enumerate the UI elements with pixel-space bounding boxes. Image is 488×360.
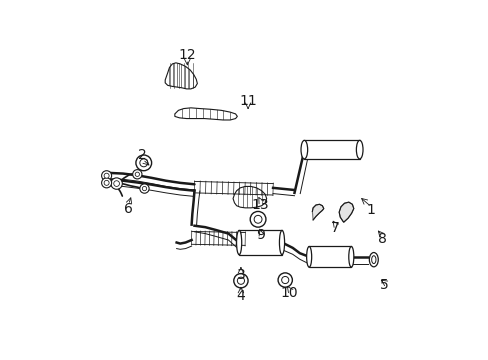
Text: 10: 10	[280, 285, 297, 300]
Circle shape	[254, 215, 262, 223]
Text: 12: 12	[178, 48, 196, 62]
Text: 11: 11	[239, 94, 256, 108]
Ellipse shape	[348, 247, 353, 267]
Text: 2: 2	[138, 148, 147, 162]
Ellipse shape	[236, 230, 241, 255]
Circle shape	[135, 172, 139, 176]
Circle shape	[114, 181, 119, 186]
Polygon shape	[312, 204, 323, 220]
Circle shape	[250, 211, 265, 227]
Circle shape	[142, 186, 146, 191]
Text: 6: 6	[124, 202, 133, 216]
Text: 7: 7	[330, 221, 339, 235]
Circle shape	[136, 155, 151, 171]
Polygon shape	[233, 186, 266, 208]
Circle shape	[278, 273, 292, 287]
Circle shape	[104, 180, 109, 185]
Text: 4: 4	[236, 289, 245, 303]
Circle shape	[132, 170, 142, 179]
Polygon shape	[165, 63, 197, 89]
Circle shape	[104, 173, 109, 178]
Text: 9: 9	[256, 228, 264, 242]
Circle shape	[140, 159, 147, 167]
Circle shape	[102, 178, 111, 188]
Ellipse shape	[279, 230, 284, 255]
Ellipse shape	[371, 256, 375, 264]
Text: 5: 5	[379, 278, 387, 292]
Circle shape	[281, 276, 288, 284]
FancyBboxPatch shape	[308, 247, 350, 267]
Ellipse shape	[301, 140, 307, 159]
Text: 3: 3	[236, 268, 245, 282]
Polygon shape	[175, 108, 237, 120]
Circle shape	[233, 274, 247, 288]
Circle shape	[237, 277, 244, 284]
Text: 1: 1	[366, 203, 375, 217]
Circle shape	[111, 178, 122, 189]
Ellipse shape	[368, 252, 378, 267]
Ellipse shape	[306, 247, 311, 267]
Text: 8: 8	[377, 232, 386, 246]
Polygon shape	[339, 202, 353, 222]
FancyBboxPatch shape	[304, 140, 359, 159]
Circle shape	[140, 184, 149, 193]
FancyBboxPatch shape	[239, 230, 282, 255]
Circle shape	[102, 171, 111, 181]
Ellipse shape	[356, 140, 362, 159]
Text: 13: 13	[251, 198, 269, 212]
